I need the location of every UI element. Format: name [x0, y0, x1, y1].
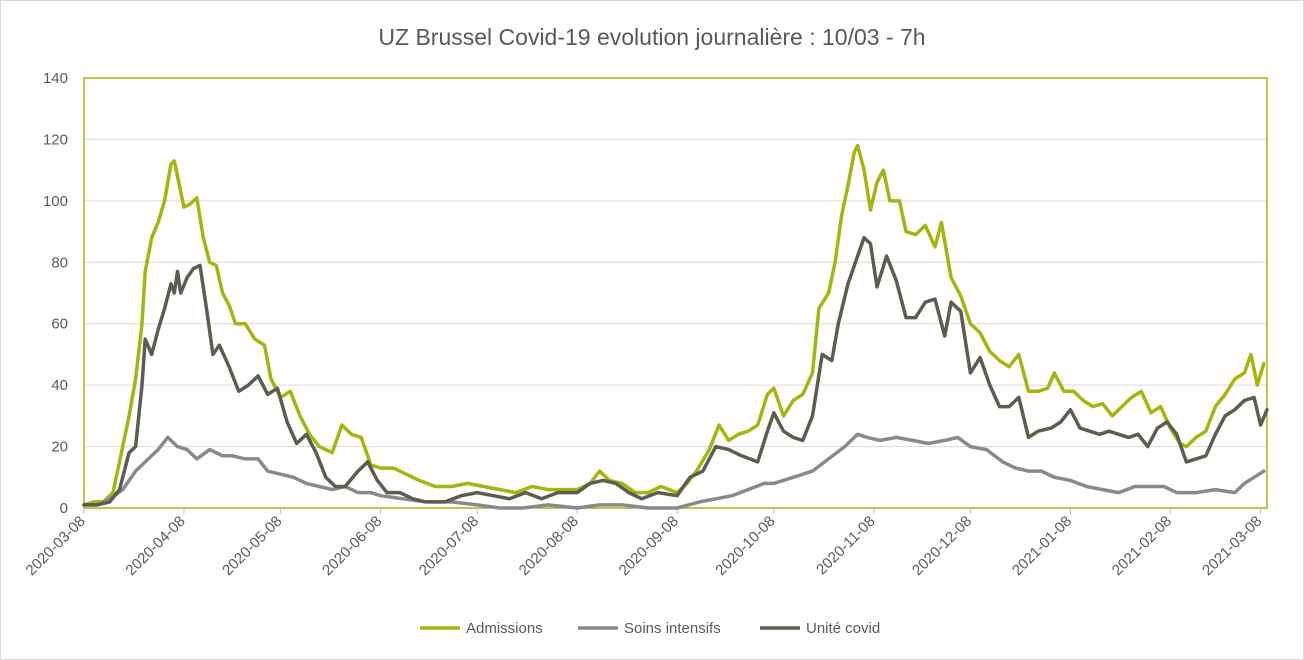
- gridlines: [84, 138, 1267, 448]
- x-tick-label: 2020-06-08: [319, 513, 385, 579]
- x-tick-label: 2021-02-08: [1109, 513, 1175, 579]
- series-line-admissions: [82, 143, 1266, 507]
- y-tick-label: 20: [51, 439, 68, 456]
- x-tick-label: 2020-08-08: [516, 513, 582, 579]
- series-lines: [82, 143, 1269, 510]
- legend-label: Unité covid: [806, 620, 880, 637]
- x-tick-label: 2020-09-08: [616, 513, 682, 579]
- x-axis: 2020-03-08 2020-04-08 2020-05-08 2020-06-08…: [23, 508, 1265, 579]
- legend-label: Admissions: [466, 620, 543, 637]
- y-tick-label: 0: [60, 500, 68, 517]
- y-tick-label: 100: [43, 193, 68, 210]
- x-tick-label: 2020-03-08: [23, 513, 89, 579]
- x-tick-label: 2020-10-08: [712, 513, 778, 579]
- x-tick-label: 2020-11-08: [813, 513, 878, 578]
- x-tick-label: 2020-12-08: [909, 513, 975, 579]
- legend-label: Soins intensifs: [624, 620, 721, 637]
- y-tick-label: 120: [43, 131, 68, 148]
- x-tick-label: 2021-03-08: [1199, 513, 1265, 579]
- x-tick-label: 2020-07-08: [416, 513, 482, 579]
- x-tick-label: 2020-04-08: [122, 513, 188, 579]
- y-tick-label: 140: [43, 70, 68, 87]
- series-line-soins-intensifs: [82, 432, 1266, 510]
- y-tick-label: 60: [51, 316, 68, 333]
- plot-area-border: [83, 77, 1268, 509]
- x-tick-label: 2020-05-08: [219, 513, 285, 579]
- x-tick-label: 2021-01-08: [1009, 513, 1075, 579]
- legend: Admissions Soins intensifs Unité covid: [420, 620, 880, 637]
- y-tick-label: 40: [51, 377, 68, 394]
- y-axis: 0 20 40 60 80 100 120 140: [43, 70, 68, 517]
- chart-title: UZ Brussel Covid-19 evolution journalièr…: [378, 24, 925, 50]
- y-tick-label: 80: [51, 254, 68, 271]
- series-line-unit-covid: [82, 235, 1269, 507]
